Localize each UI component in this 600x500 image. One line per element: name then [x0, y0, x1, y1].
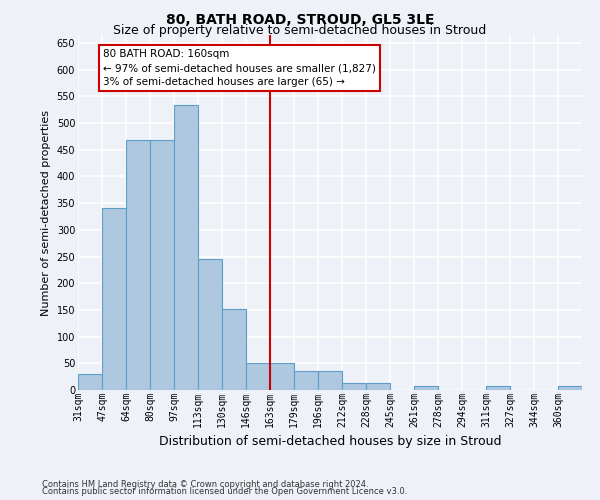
Bar	[126, 140, 150, 390]
Text: Size of property relative to semi-detached houses in Stroud: Size of property relative to semi-detach…	[113, 24, 487, 37]
Text: Contains HM Land Registry data © Crown copyright and database right 2024.: Contains HM Land Registry data © Crown c…	[42, 480, 368, 489]
Bar	[366, 383, 389, 390]
Bar	[558, 386, 581, 390]
Bar	[246, 364, 269, 390]
Bar	[414, 386, 437, 390]
Bar	[486, 386, 509, 390]
Text: 80, BATH ROAD, STROUD, GL5 3LE: 80, BATH ROAD, STROUD, GL5 3LE	[166, 12, 434, 26]
Text: Contains public sector information licensed under the Open Government Licence v3: Contains public sector information licen…	[42, 488, 407, 496]
Bar	[342, 383, 365, 390]
Bar	[174, 106, 198, 390]
Bar	[198, 259, 221, 390]
X-axis label: Distribution of semi-detached houses by size in Stroud: Distribution of semi-detached houses by …	[159, 435, 501, 448]
Text: 80 BATH ROAD: 160sqm
← 97% of semi-detached houses are smaller (1,827)
3% of sem: 80 BATH ROAD: 160sqm ← 97% of semi-detac…	[103, 49, 376, 87]
Bar	[270, 364, 293, 390]
Bar	[102, 208, 126, 390]
Bar	[150, 140, 174, 390]
Bar	[318, 372, 341, 390]
Bar	[78, 374, 102, 390]
Bar	[294, 372, 317, 390]
Y-axis label: Number of semi-detached properties: Number of semi-detached properties	[41, 110, 51, 316]
Bar	[222, 309, 245, 390]
